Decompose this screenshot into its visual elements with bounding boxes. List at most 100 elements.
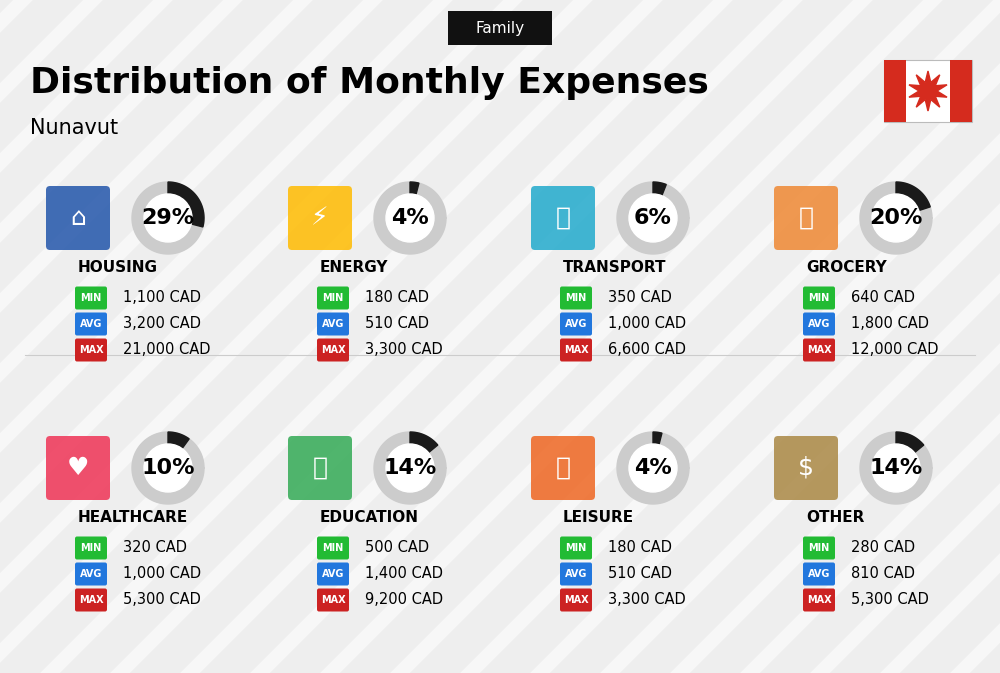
Polygon shape (617, 432, 689, 504)
FancyBboxPatch shape (560, 339, 592, 361)
Text: 1,100 CAD: 1,100 CAD (123, 291, 201, 306)
Polygon shape (374, 182, 446, 254)
Text: TRANSPORT: TRANSPORT (563, 260, 666, 275)
FancyBboxPatch shape (803, 588, 835, 612)
FancyBboxPatch shape (75, 563, 107, 586)
FancyBboxPatch shape (803, 287, 835, 310)
Circle shape (629, 194, 677, 242)
Text: MIN: MIN (808, 543, 830, 553)
Text: ENERGY: ENERGY (320, 260, 388, 275)
Text: GROCERY: GROCERY (806, 260, 887, 275)
Text: MAX: MAX (79, 345, 103, 355)
FancyBboxPatch shape (46, 436, 110, 500)
Text: $: $ (798, 456, 814, 480)
Text: 🛒: 🛒 (798, 206, 814, 230)
FancyBboxPatch shape (560, 588, 592, 612)
Text: 10%: 10% (141, 458, 195, 478)
FancyBboxPatch shape (803, 563, 835, 586)
Text: 21,000 CAD: 21,000 CAD (123, 343, 210, 357)
Circle shape (386, 444, 434, 492)
FancyBboxPatch shape (803, 312, 835, 336)
Text: 510 CAD: 510 CAD (608, 567, 672, 581)
Text: ⌂: ⌂ (70, 206, 86, 230)
Text: AVG: AVG (808, 319, 830, 329)
Text: ♥: ♥ (67, 456, 89, 480)
Text: 4%: 4% (634, 458, 672, 478)
Text: 6,600 CAD: 6,600 CAD (608, 343, 686, 357)
Text: 5,300 CAD: 5,300 CAD (123, 592, 201, 608)
FancyBboxPatch shape (560, 312, 592, 336)
FancyBboxPatch shape (560, 536, 592, 559)
Text: 180 CAD: 180 CAD (608, 540, 672, 555)
Text: 14%: 14% (869, 458, 923, 478)
Text: 12,000 CAD: 12,000 CAD (851, 343, 939, 357)
Text: MAX: MAX (807, 345, 831, 355)
Text: MIN: MIN (808, 293, 830, 303)
Text: MAX: MAX (564, 345, 588, 355)
FancyBboxPatch shape (75, 339, 107, 361)
FancyBboxPatch shape (75, 312, 107, 336)
Text: 29%: 29% (141, 208, 195, 228)
Text: MAX: MAX (807, 595, 831, 605)
Text: 1,800 CAD: 1,800 CAD (851, 316, 929, 332)
Circle shape (386, 194, 434, 242)
FancyBboxPatch shape (75, 536, 107, 559)
FancyBboxPatch shape (46, 186, 110, 250)
FancyBboxPatch shape (317, 588, 349, 612)
Text: 4%: 4% (391, 208, 429, 228)
Text: 1,000 CAD: 1,000 CAD (608, 316, 686, 332)
Polygon shape (617, 182, 689, 254)
Text: MIN: MIN (80, 293, 102, 303)
Polygon shape (168, 182, 204, 227)
FancyBboxPatch shape (560, 287, 592, 310)
Text: 500 CAD: 500 CAD (365, 540, 429, 555)
Text: 350 CAD: 350 CAD (608, 291, 672, 306)
FancyBboxPatch shape (75, 287, 107, 310)
Bar (884, 60, 906, 122)
Bar (884, 60, 972, 122)
Circle shape (872, 194, 920, 242)
Text: 320 CAD: 320 CAD (123, 540, 187, 555)
Text: 510 CAD: 510 CAD (365, 316, 429, 332)
Polygon shape (860, 432, 932, 504)
FancyBboxPatch shape (803, 339, 835, 361)
Text: 810 CAD: 810 CAD (851, 567, 915, 581)
Polygon shape (410, 432, 438, 453)
Text: ⚡: ⚡ (311, 206, 329, 230)
Text: 6%: 6% (634, 208, 672, 228)
Text: AVG: AVG (80, 319, 102, 329)
Text: LEISURE: LEISURE (563, 511, 634, 526)
Text: MIN: MIN (322, 293, 344, 303)
FancyBboxPatch shape (774, 436, 838, 500)
Text: MAX: MAX (79, 595, 103, 605)
Text: AVG: AVG (565, 319, 587, 329)
Text: MIN: MIN (322, 543, 344, 553)
Text: MIN: MIN (565, 293, 587, 303)
FancyBboxPatch shape (317, 563, 349, 586)
Text: 9,200 CAD: 9,200 CAD (365, 592, 443, 608)
FancyBboxPatch shape (448, 11, 552, 45)
Text: 🛍: 🛍 (556, 456, 570, 480)
Polygon shape (860, 182, 932, 254)
Text: AVG: AVG (322, 569, 344, 579)
FancyBboxPatch shape (803, 536, 835, 559)
Text: Distribution of Monthly Expenses: Distribution of Monthly Expenses (30, 66, 709, 100)
Text: HOUSING: HOUSING (78, 260, 158, 275)
FancyBboxPatch shape (531, 186, 595, 250)
FancyBboxPatch shape (774, 186, 838, 250)
Text: AVG: AVG (80, 569, 102, 579)
Polygon shape (410, 182, 419, 194)
Text: 3,200 CAD: 3,200 CAD (123, 316, 201, 332)
Circle shape (144, 194, 192, 242)
Text: AVG: AVG (808, 569, 830, 579)
Text: 180 CAD: 180 CAD (365, 291, 429, 306)
FancyBboxPatch shape (317, 339, 349, 361)
Text: 1,000 CAD: 1,000 CAD (123, 567, 201, 581)
Polygon shape (132, 182, 204, 254)
FancyBboxPatch shape (75, 588, 107, 612)
Polygon shape (896, 182, 930, 211)
Text: AVG: AVG (322, 319, 344, 329)
Polygon shape (896, 432, 924, 453)
Text: EDUCATION: EDUCATION (320, 511, 419, 526)
Circle shape (872, 444, 920, 492)
